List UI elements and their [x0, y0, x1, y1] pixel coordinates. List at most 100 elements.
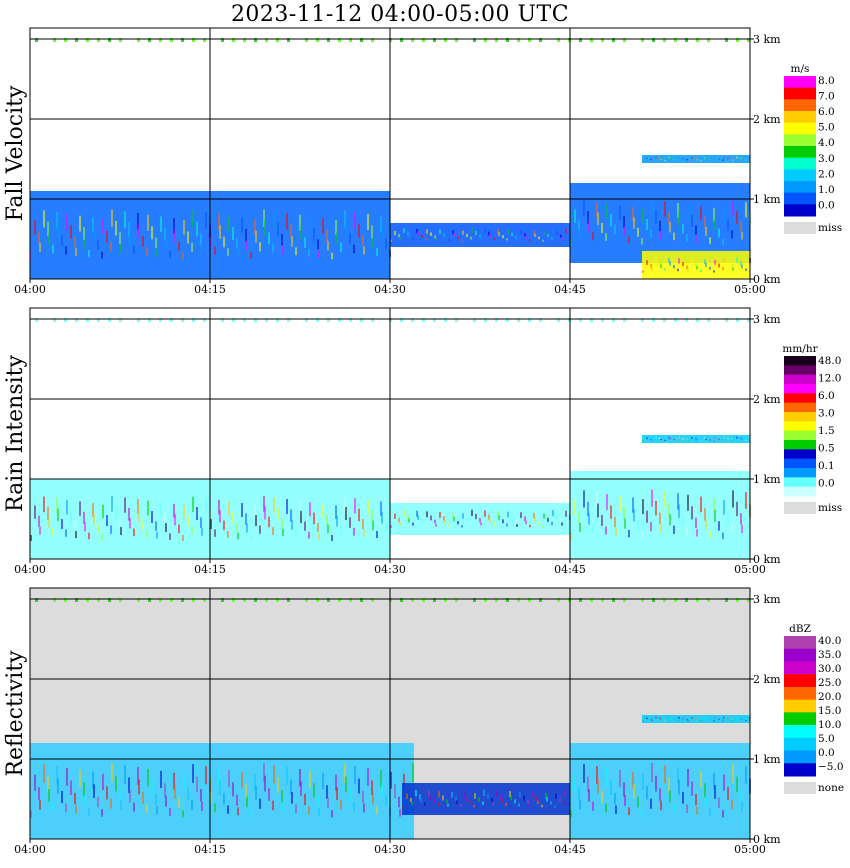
- echo-cell: [353, 244, 355, 254]
- echo-cell: [713, 207, 715, 222]
- echo-cell: [723, 500, 725, 515]
- echo-cell: [451, 791, 453, 798]
- echo-cell: [165, 795, 167, 807]
- echo-cell: [331, 535, 333, 541]
- echo-cell: [731, 230, 733, 239]
- echo-cell: [727, 260, 729, 266]
- echo-cell: [340, 526, 342, 535]
- echo-cell: [678, 717, 680, 719]
- echo-cell: [214, 246, 216, 255]
- echo-cell: [448, 239, 450, 242]
- echo-cell: [273, 765, 275, 784]
- echo-cell: [718, 263, 720, 268]
- echo-cell: [669, 437, 671, 440]
- clutter-cell: [181, 598, 184, 602]
- echo-cell: [732, 200, 734, 217]
- echo-cell: [687, 720, 689, 722]
- clutter-cell: [612, 38, 615, 42]
- echo-cell: [695, 793, 697, 806]
- echo-cell: [722, 267, 724, 271]
- echo-cell: [286, 499, 288, 514]
- echo-cell: [722, 159, 724, 161]
- echo-cell: [349, 233, 351, 245]
- echo-cell: [430, 232, 432, 237]
- y-tick-label: 3 km: [753, 33, 781, 46]
- echo-cell: [538, 521, 540, 525]
- echo-cell: [597, 503, 599, 518]
- echo-cell: [363, 246, 365, 255]
- echo-cell: [488, 514, 490, 520]
- echo-cell: [291, 791, 293, 804]
- colorbar-label: 3.0: [818, 153, 835, 165]
- echo-cell: [489, 234, 491, 238]
- echo-cell: [434, 519, 436, 524]
- echo-cell: [669, 261, 671, 266]
- echo-cell: [501, 798, 503, 803]
- echo-cell: [254, 219, 256, 235]
- echo-cell: [510, 795, 512, 801]
- echo-cell: [354, 212, 356, 229]
- echo-cell: [619, 769, 621, 788]
- echo-cell: [646, 437, 648, 439]
- echo-cell: [156, 806, 158, 815]
- echo-cell: [444, 235, 446, 239]
- echo-cell: [282, 245, 284, 254]
- echo-cell: [102, 504, 104, 519]
- echo-cell: [124, 765, 126, 784]
- echo-cell: [570, 239, 572, 245]
- echo-cell: [93, 513, 95, 525]
- echo-cell: [345, 507, 347, 520]
- clutter-cell: [316, 318, 319, 322]
- echo-cell: [583, 490, 585, 508]
- echo-cell: [732, 267, 734, 271]
- echo-cell: [429, 794, 431, 800]
- colorbar-label: 0.0: [818, 747, 835, 759]
- echo-cell: [547, 517, 549, 523]
- echo-cell: [651, 763, 653, 783]
- echo-cell: [115, 775, 117, 792]
- echo-cell: [453, 516, 455, 522]
- colorbar-swatch: [784, 686, 816, 701]
- echo-cell: [745, 439, 747, 441]
- clutter-cell: [53, 318, 56, 322]
- colorbar-swatch: [784, 204, 816, 217]
- echo-cell: [554, 805, 556, 808]
- echo-cell: [353, 527, 355, 536]
- echo-cell: [106, 230, 108, 243]
- x-tick-label: 04:45: [554, 283, 586, 296]
- echo-cell: [731, 799, 733, 810]
- echo-cell: [705, 227, 707, 236]
- colorbar-label: 3.0: [818, 408, 835, 420]
- echo-cell: [741, 158, 743, 160]
- echo-cell: [740, 221, 742, 232]
- echo-cell: [30, 535, 32, 541]
- echo-cell: [543, 513, 545, 519]
- echo-cell: [474, 793, 476, 799]
- echo-cell: [394, 784, 396, 798]
- echo-cell: [678, 437, 680, 439]
- echo-cell: [34, 220, 36, 235]
- echo-cell: [390, 239, 392, 242]
- echo-cell: [371, 510, 373, 523]
- echo-cell: [201, 244, 203, 254]
- echo-cell: [75, 248, 77, 256]
- echo-cell: [556, 231, 558, 236]
- clutter-cell: [349, 38, 352, 42]
- echo-cell: [457, 236, 459, 240]
- echo-cell: [327, 241, 329, 251]
- echo-cell: [619, 205, 621, 220]
- echo-cell: [254, 504, 256, 519]
- echo-cell: [322, 503, 324, 518]
- y-tick-label: 1 km: [753, 753, 781, 766]
- echo-cell: [164, 512, 166, 525]
- echo-cell: [227, 248, 229, 256]
- echo-cell: [520, 512, 522, 518]
- echo-cell: [174, 229, 176, 243]
- echo-cell: [651, 439, 653, 441]
- echo-cell: [300, 226, 302, 240]
- clutter-cell: [473, 318, 476, 322]
- echo-cell: [570, 532, 572, 540]
- colorbar-swatch: [784, 636, 816, 650]
- clutter-cell: [623, 318, 626, 322]
- echo-cell: [668, 211, 670, 225]
